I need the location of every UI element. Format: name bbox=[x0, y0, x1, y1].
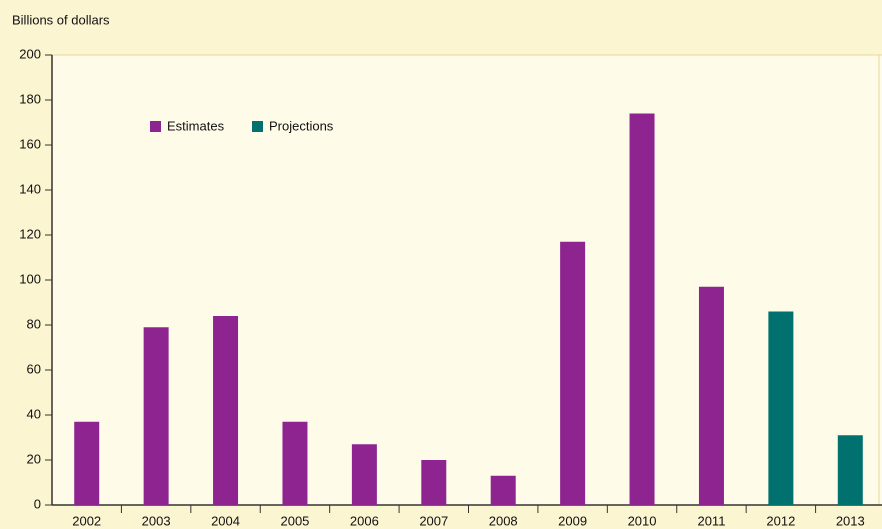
x-tick-label: 2012 bbox=[766, 513, 795, 528]
legend-swatch bbox=[150, 121, 161, 132]
x-tick-label: 2009 bbox=[558, 513, 587, 528]
y-tick-label: 120 bbox=[19, 226, 41, 241]
y-tick-label: 80 bbox=[27, 316, 41, 331]
bar bbox=[698, 286, 724, 505]
y-tick-label: 200 bbox=[19, 46, 41, 61]
y-axis-label: Billions of dollars bbox=[12, 12, 110, 27]
x-tick-label: 2013 bbox=[836, 513, 865, 528]
x-tick-label: 2006 bbox=[350, 513, 379, 528]
y-tick-label: 60 bbox=[27, 361, 41, 376]
legend-label: Projections bbox=[269, 118, 334, 133]
bar bbox=[837, 435, 863, 505]
y-tick-label: 160 bbox=[19, 136, 41, 151]
bar bbox=[768, 311, 794, 505]
y-tick-label: 140 bbox=[19, 181, 41, 196]
y-tick-label: 100 bbox=[19, 271, 41, 286]
x-tick-label: 2011 bbox=[697, 513, 725, 528]
x-tick-label: 2004 bbox=[211, 513, 240, 528]
bar bbox=[74, 421, 100, 505]
x-tick-label: 2008 bbox=[489, 513, 518, 528]
plot-area bbox=[52, 55, 882, 505]
y-tick-label: 180 bbox=[19, 91, 41, 106]
bar bbox=[143, 327, 169, 505]
bar bbox=[629, 113, 655, 505]
y-tick-label: 0 bbox=[34, 496, 41, 511]
x-tick-label: 2007 bbox=[419, 513, 448, 528]
y-tick-label: 40 bbox=[27, 406, 41, 421]
x-tick-label: 2003 bbox=[142, 513, 171, 528]
y-tick-label: 20 bbox=[27, 451, 41, 466]
bar bbox=[490, 475, 516, 505]
x-tick-label: 2002 bbox=[72, 513, 101, 528]
legend-swatch bbox=[252, 121, 263, 132]
bar bbox=[351, 444, 377, 505]
bar bbox=[213, 316, 239, 505]
x-tick-label: 2010 bbox=[628, 513, 657, 528]
x-tick-label: 2005 bbox=[280, 513, 309, 528]
bar bbox=[421, 460, 447, 505]
legend-label: Estimates bbox=[167, 118, 225, 133]
bar bbox=[560, 241, 586, 505]
bar bbox=[282, 421, 308, 505]
